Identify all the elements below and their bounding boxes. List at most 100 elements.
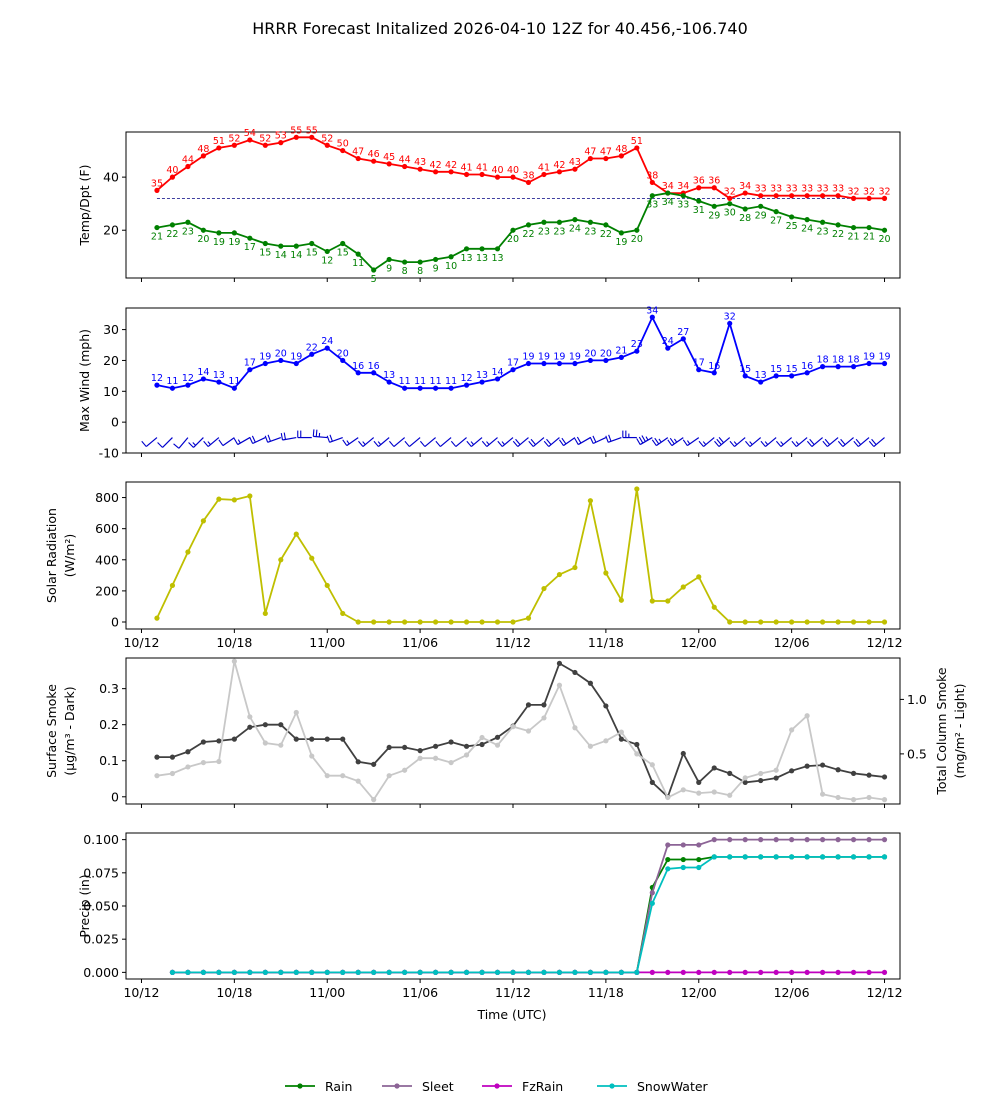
barb-shaft bbox=[193, 437, 204, 448]
data-point bbox=[789, 768, 795, 774]
data-point bbox=[463, 382, 470, 388]
data-point bbox=[680, 750, 686, 757]
data-point bbox=[804, 619, 810, 625]
data-label: 11 bbox=[399, 376, 411, 387]
barb-shaft bbox=[639, 437, 653, 446]
data-point bbox=[696, 367, 702, 373]
x-tick-label: 10/18 bbox=[216, 985, 252, 1000]
barb-shaft bbox=[439, 437, 452, 448]
data-point bbox=[649, 598, 655, 604]
data-point bbox=[525, 728, 532, 734]
y-tick-label: 0 bbox=[111, 415, 119, 430]
wind-barb bbox=[326, 434, 343, 443]
barb-shaft bbox=[501, 437, 514, 448]
barb-half-feather bbox=[645, 436, 649, 441]
data-label: 5 bbox=[371, 274, 377, 285]
data-label: 45 bbox=[383, 152, 395, 163]
data-point bbox=[866, 772, 872, 778]
data-point bbox=[789, 727, 795, 733]
data-point bbox=[572, 725, 578, 731]
wind-barb bbox=[558, 437, 576, 447]
data-label: 9 bbox=[386, 263, 392, 274]
data-point bbox=[355, 778, 361, 784]
data-point bbox=[200, 376, 206, 382]
data-label: 8 bbox=[402, 266, 408, 277]
data-label: 52 bbox=[321, 133, 333, 144]
wind-barb bbox=[373, 437, 390, 448]
data-label: 19 bbox=[290, 352, 302, 363]
data-point bbox=[293, 360, 299, 367]
data-label: 21 bbox=[863, 232, 875, 243]
barb-shaft bbox=[811, 437, 823, 448]
wind-barb bbox=[775, 437, 793, 448]
data-label: 44 bbox=[182, 155, 194, 166]
legend-swatch-marker bbox=[394, 1083, 400, 1089]
data-point bbox=[711, 203, 717, 209]
data-label: 51 bbox=[213, 136, 225, 147]
data-point bbox=[278, 357, 284, 364]
data-point bbox=[572, 969, 578, 975]
data-label: 22 bbox=[522, 229, 534, 240]
barb-feather bbox=[558, 439, 564, 446]
data-point bbox=[309, 753, 315, 759]
wind-barb bbox=[651, 437, 669, 447]
data-label: 51 bbox=[631, 136, 643, 147]
data-point bbox=[866, 360, 872, 367]
data-point bbox=[324, 773, 330, 779]
data-point bbox=[742, 779, 748, 785]
data-point bbox=[247, 493, 253, 499]
series-rain bbox=[169, 854, 888, 975]
data-label: 21 bbox=[615, 345, 627, 356]
y-tick-label: 0 bbox=[111, 789, 119, 804]
data-point bbox=[262, 740, 268, 746]
data-point bbox=[479, 969, 485, 975]
panel-smoke: 0 0.1 0.2 0.3 0.5 1.0 Surface Smoke (μg/m³ - Da… bbox=[44, 657, 967, 808]
barb-feather bbox=[605, 435, 609, 443]
data-point bbox=[711, 837, 717, 843]
legend-item-fzrain: FzRain bbox=[482, 1079, 563, 1094]
data-label: 19 bbox=[878, 352, 890, 363]
data-point bbox=[247, 137, 253, 143]
barb-shaft bbox=[424, 437, 436, 448]
wind-barb bbox=[297, 430, 312, 439]
barb-feather bbox=[329, 434, 333, 442]
x-tick-label: 11/18 bbox=[588, 635, 624, 650]
data-label: 15 bbox=[739, 364, 751, 375]
data-point bbox=[881, 837, 888, 843]
panel-solar: 0 200 400 600 800 10/12 10/18 11/00 11/06 11/12 11… bbox=[44, 481, 903, 650]
data-label: 29 bbox=[708, 210, 720, 221]
x-tick-label: 12/00 bbox=[681, 985, 717, 1000]
data-point bbox=[402, 259, 408, 265]
data-label: 25 bbox=[786, 221, 798, 232]
data-point bbox=[866, 854, 872, 860]
barb-shaft bbox=[826, 437, 839, 448]
data-label: 24 bbox=[801, 224, 813, 235]
data-label: 33 bbox=[832, 184, 844, 195]
data-label: 19 bbox=[863, 352, 875, 363]
data-point bbox=[309, 240, 315, 247]
data-label: 54 bbox=[244, 128, 256, 139]
data-point bbox=[278, 557, 284, 563]
data-label: 28 bbox=[739, 213, 751, 224]
data-point bbox=[371, 797, 377, 803]
data-point bbox=[850, 224, 857, 231]
barb-feather bbox=[654, 437, 660, 445]
y-tick-label: 0 bbox=[111, 615, 119, 630]
barb-feather bbox=[233, 438, 239, 445]
data-point bbox=[618, 597, 624, 603]
data-point bbox=[433, 169, 439, 175]
data-point bbox=[417, 755, 423, 761]
data-point bbox=[742, 206, 748, 212]
y-tick-label: 40 bbox=[103, 170, 119, 185]
series-snowwater bbox=[169, 854, 888, 975]
data-label: 33 bbox=[677, 200, 689, 211]
data-label: 36 bbox=[708, 176, 720, 187]
plot-frame bbox=[125, 832, 901, 980]
data-point bbox=[185, 219, 191, 225]
barb-feather bbox=[775, 440, 782, 447]
wind-barb bbox=[636, 435, 653, 446]
data-point bbox=[618, 969, 624, 975]
data-point bbox=[881, 797, 888, 803]
